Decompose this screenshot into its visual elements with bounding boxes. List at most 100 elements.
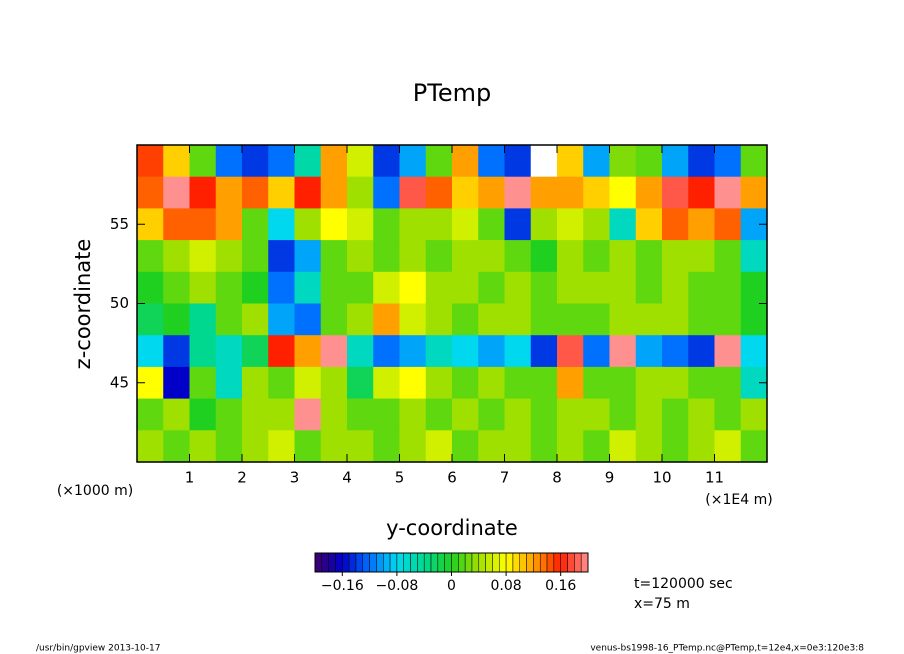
cell [373,208,401,241]
cell [478,430,506,463]
colorbar-box [444,552,452,573]
cell [662,240,689,273]
cell [662,366,689,400]
cell [714,335,742,368]
footer: venus-bs1998-16_PTemp.nc@PTemp,t=12e4,x=… [590,644,864,654]
cell [635,176,663,209]
cell [662,176,689,209]
cell [347,366,374,400]
cell [189,176,217,209]
cell [163,366,191,400]
cell [609,208,637,241]
cell [740,176,768,209]
cell [320,240,348,273]
cell [137,176,164,209]
cell [740,145,768,178]
cell [189,303,217,336]
cell [189,335,217,368]
cell [294,303,322,336]
y-unit: (×1000 m) [57,483,133,499]
cell [478,303,506,336]
cell [714,398,742,431]
cell [478,335,506,368]
cell [242,335,269,368]
cell [320,176,348,209]
cell [504,208,532,241]
cell [425,208,453,241]
cell [189,398,217,431]
cell [504,335,532,368]
colorbar-box [362,552,370,573]
cell [320,366,348,400]
cell [294,145,322,178]
cell [452,271,479,305]
cell [609,240,637,273]
cell [399,430,427,463]
cell [347,208,374,241]
cell [662,271,689,305]
cell [583,335,611,368]
cell [294,335,322,368]
cell [399,208,427,241]
cell [347,240,374,273]
cell [635,335,663,368]
colorbar-box [321,552,329,573]
cell [635,145,663,178]
cell [294,176,322,209]
cell [268,303,296,336]
cell [268,208,296,241]
cell [268,430,296,463]
cell [268,271,296,305]
cell [662,398,689,431]
cell [399,145,427,178]
cell [583,145,611,178]
cell [530,335,558,368]
cell [373,145,401,178]
cell [662,145,689,178]
cell [557,430,584,463]
cell [688,366,716,400]
cell [688,240,716,273]
cell [294,208,322,241]
y-axis-label: z-coordinate [71,239,95,370]
cell [688,430,716,463]
cell [635,398,663,431]
cell [530,366,558,400]
cell [478,366,506,400]
cell [740,240,768,273]
cell [662,430,689,463]
x-tick-label: 5 [395,469,405,487]
x-tick-label: 11 [705,469,724,487]
cell [215,303,243,336]
cell [373,176,401,209]
colorbar-box [519,552,527,573]
cell [714,303,742,336]
cell [662,303,689,336]
colorbar-box [355,552,364,573]
cell [740,430,768,463]
colorbar-tick-label: 0.16 [545,578,576,594]
cell [399,303,427,336]
cell [714,366,742,400]
cell [530,398,558,431]
cell [662,335,689,368]
cell [530,271,558,305]
cell [320,335,348,368]
cell [294,271,322,305]
chart-title: PTemp [413,79,491,107]
colorbar-box [539,552,548,573]
cell [583,366,611,400]
colorbar-tick-label: 0 [447,578,456,594]
cell [425,430,453,463]
colorbar-box [417,552,425,573]
colorbar-box [430,552,439,573]
colorbar-box [342,552,350,573]
cell [452,366,479,400]
cell [425,303,453,336]
cell [215,430,243,463]
cell [425,176,453,209]
cell [242,145,269,178]
cell [583,398,611,431]
cell [557,145,584,178]
cell [215,398,243,431]
